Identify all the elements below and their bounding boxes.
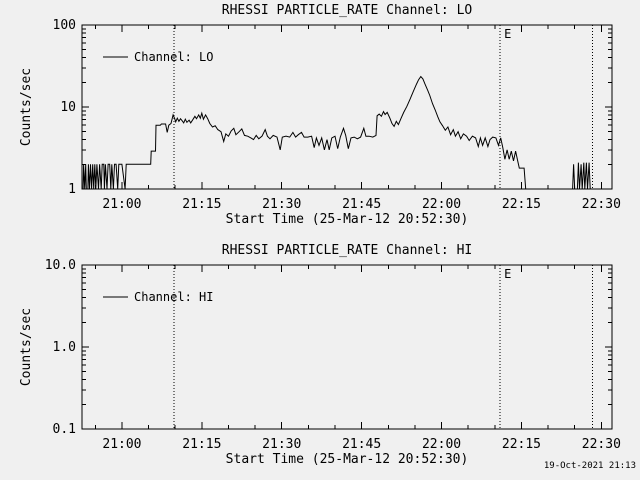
x-tick-label: 22:30 (582, 197, 621, 212)
x-tick-label: 21:45 (342, 437, 381, 452)
y-tick-label: 0.1 (53, 422, 76, 437)
event-marker-label: E (504, 27, 511, 41)
particle-rate-hi-chart: RHESSI PARTICLE_RATE Channel: HI Start Ti… (19, 243, 621, 467)
creation-timestamp: 19-Oct-2021 21:13 (543, 461, 636, 471)
chart-title: RHESSI PARTICLE_RATE Channel: LO (222, 3, 473, 18)
x-tick-label: 22:15 (502, 197, 541, 212)
data-series-channel--lo (82, 75, 592, 190)
y-tick-label: 100 (53, 18, 76, 33)
event-marker-label: E (504, 267, 511, 281)
x-tick-label: 21:45 (342, 197, 381, 212)
x-tick-label: 21:15 (182, 197, 221, 212)
x-tick-label: 22:15 (502, 437, 541, 452)
x-tick-label: 21:00 (102, 197, 141, 212)
x-tick-label: 22:00 (422, 437, 461, 452)
legend-label: Channel: HI (134, 290, 213, 304)
legend-label: Channel: LO (134, 50, 213, 64)
x-axis-label: Start Time (25-Mar-12 20:52:30) (226, 452, 469, 467)
x-tick-label: 21:30 (262, 197, 301, 212)
x-tick-label: 22:30 (582, 437, 621, 452)
particle-rate-lo-chart: RHESSI PARTICLE_RATE Channel: LO Start Ti… (19, 3, 621, 227)
y-tick-label: 1.0 (53, 340, 76, 355)
y-tick-label: 1 (68, 182, 76, 197)
x-tick-label: 21:00 (102, 437, 141, 452)
x-axis-label: Start Time (25-Mar-12 20:52:30) (226, 212, 469, 227)
y-axis-label: Counts/sec (19, 68, 34, 146)
x-tick-label: 21:15 (182, 437, 221, 452)
y-tick-label: 10 (60, 100, 76, 115)
x-tick-label: 22:00 (422, 197, 461, 212)
chart-title: RHESSI PARTICLE_RATE Channel: HI (222, 243, 472, 258)
x-tick-label: 21:30 (262, 437, 301, 452)
y-axis-label: Counts/sec (19, 308, 34, 386)
y-tick-label: 10.0 (45, 258, 76, 273)
